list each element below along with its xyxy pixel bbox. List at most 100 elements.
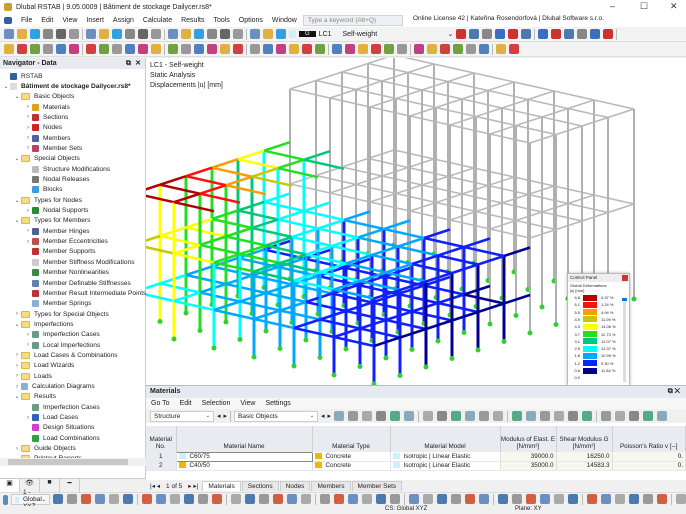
toolbar-icon[interactable]	[99, 44, 109, 54]
view-tool-icon[interactable]	[231, 494, 241, 504]
nav-item-member-hinges[interactable]: › Member Hinges	[24, 226, 90, 236]
navigator-views-tab-icon[interactable]: ■	[40, 479, 60, 492]
nav-item-sections[interactable]: › Sections	[24, 112, 68, 122]
view-tool-icon[interactable]	[376, 494, 386, 504]
close-panel-icon[interactable]: ⧉ ✕	[667, 388, 680, 395]
toolbar-icon[interactable]	[86, 28, 96, 39]
toolbar-icon[interactable]	[30, 44, 40, 54]
cell-v[interactable]: 0.	[612, 461, 686, 471]
toolbar-icon[interactable]	[138, 44, 148, 54]
navigator-results-tab-icon[interactable]: ━	[60, 479, 80, 492]
previous-icon[interactable]: ◂	[321, 413, 325, 420]
toolbar-icon[interactable]	[302, 44, 312, 54]
table-tool-icon[interactable]	[376, 410, 387, 421]
navigator-data-tab-icon[interactable]: ▣	[0, 479, 20, 492]
toolbar-icon[interactable]	[17, 28, 27, 39]
table-tool-icon[interactable]	[390, 410, 401, 421]
toolbar-icon[interactable]	[69, 44, 79, 54]
toolbar-icon[interactable]	[263, 44, 273, 54]
chevron-right-icon[interactable]: ›	[27, 238, 29, 245]
menu-assign[interactable]: Assign	[112, 17, 134, 24]
view-tool-icon[interactable]	[526, 494, 536, 504]
toolbar-icon[interactable]	[263, 28, 273, 39]
view-tool-icon[interactable]	[409, 494, 419, 504]
toolbar-icon[interactable]	[551, 28, 562, 39]
view-tool-icon[interactable]	[362, 494, 372, 504]
chevron-right-icon[interactable]: ›	[27, 135, 29, 142]
view-tool-icon[interactable]	[554, 494, 564, 504]
view-tool-icon[interactable]	[540, 494, 550, 504]
menu-options[interactable]: Options	[238, 17, 263, 24]
view-tool-icon[interactable]	[498, 494, 508, 504]
nav-item-materials[interactable]: › Materials	[24, 102, 70, 112]
menu-calculate[interactable]: Calculate	[142, 17, 173, 24]
cell-type[interactable]: Concrete	[312, 452, 391, 462]
table-tool-icon[interactable]	[615, 410, 626, 421]
chevron-down-icon[interactable]: ⌄	[3, 83, 9, 90]
cell-model[interactable]: Isotropic | Linear Elastic	[390, 461, 501, 471]
view-tool-icon[interactable]	[512, 494, 522, 504]
toolbar-icon[interactable]	[521, 28, 532, 39]
toolbar-icon[interactable]	[86, 44, 96, 54]
view-tool-icon[interactable]	[67, 494, 77, 504]
menu-view[interactable]: View	[62, 17, 78, 24]
nav-item-imperfection-cases[interactable]: › Imperfection Cases	[24, 330, 100, 340]
3d-viewport[interactable]: LC1 - Self-weight Static Analysis Displa…	[146, 58, 686, 385]
toolbar-icon[interactable]	[138, 28, 148, 39]
chevron-right-icon[interactable]: ›	[16, 352, 18, 359]
toolbar-icon[interactable]	[207, 44, 217, 54]
nav-item-blocks[interactable]: Blocks	[24, 185, 62, 195]
nav-item-types-for-special-objects[interactable]: › Types for Special Objects	[13, 309, 109, 319]
tab-nodes[interactable]: Nodes	[279, 481, 311, 491]
toolbar-icon[interactable]	[564, 28, 575, 39]
menu-results[interactable]: Results	[181, 17, 205, 24]
toolbar-icon[interactable]	[469, 28, 480, 39]
table-tool-icon[interactable]	[582, 410, 593, 421]
toolbar-icon[interactable]	[345, 44, 355, 54]
chevron-right-icon[interactable]: ›	[16, 362, 18, 369]
toolbar-icon[interactable]	[371, 44, 381, 54]
nav-item-member-sets[interactable]: › Member Sets	[24, 143, 82, 153]
cell-v[interactable]: 0.	[612, 452, 686, 462]
nav-item-member-stiffness-modifications[interactable]: Member Stiffness Modifications	[24, 257, 135, 267]
toolbar-icon[interactable]	[603, 28, 614, 39]
toolbar-icon[interactable]	[466, 44, 476, 54]
toolbar-icon[interactable]	[56, 28, 66, 39]
menu-settings[interactable]: Settings	[265, 400, 291, 407]
view-tool-icon[interactable]	[568, 494, 578, 504]
table-tool-icon[interactable]	[629, 410, 640, 421]
view-tool-icon[interactable]	[629, 494, 639, 504]
table-tool-icon[interactable]	[643, 410, 654, 421]
toolbar-icon[interactable]	[233, 28, 243, 39]
toolbar-icon[interactable]	[151, 44, 161, 54]
toolbar-icon[interactable]	[194, 44, 204, 54]
table-tool-icon[interactable]	[512, 410, 523, 421]
view-tool-icon[interactable]	[184, 494, 194, 504]
chevron-down-icon[interactable]: ⌄	[447, 31, 454, 38]
view-tool-icon[interactable]	[615, 494, 625, 504]
view-tool-icon[interactable]	[81, 494, 91, 504]
tab-materials[interactable]: Materials	[202, 481, 241, 491]
toolbar-icon[interactable]	[276, 44, 286, 54]
nav-item-imperfections[interactable]: ⌄ Imperfections	[13, 319, 74, 329]
table-tool-icon[interactable]	[348, 410, 359, 421]
next-icon[interactable]: ▸	[223, 413, 228, 420]
view-tool-icon[interactable]	[657, 494, 667, 504]
toolbar-icon[interactable]	[358, 44, 368, 54]
view-tool-icon[interactable]	[643, 494, 653, 504]
nav-item-nodal-releases[interactable]: Nodal Releases	[24, 175, 90, 185]
view-tool-icon[interactable]	[95, 494, 105, 504]
toolbar-icon[interactable]	[125, 28, 135, 39]
first-page-icon[interactable]: |◂ ◂	[150, 483, 161, 490]
nav-item-types-for-members[interactable]: ⌄ Types for Members	[13, 216, 90, 226]
view-tool-icon[interactable]	[142, 494, 152, 504]
view-tool-icon[interactable]	[287, 494, 297, 504]
toolbar-icon[interactable]	[181, 44, 191, 54]
nav-item-calculation-diagrams[interactable]: › Calculation Diagrams	[13, 382, 95, 392]
view-tool-icon[interactable]	[451, 494, 461, 504]
tab-members[interactable]: Members	[311, 481, 351, 491]
toolbar-icon[interactable]	[168, 44, 178, 54]
toolbar-icon[interactable]	[17, 44, 27, 54]
chevron-right-icon[interactable]: ›	[16, 383, 18, 390]
chevron-right-icon[interactable]: ›	[27, 228, 29, 235]
